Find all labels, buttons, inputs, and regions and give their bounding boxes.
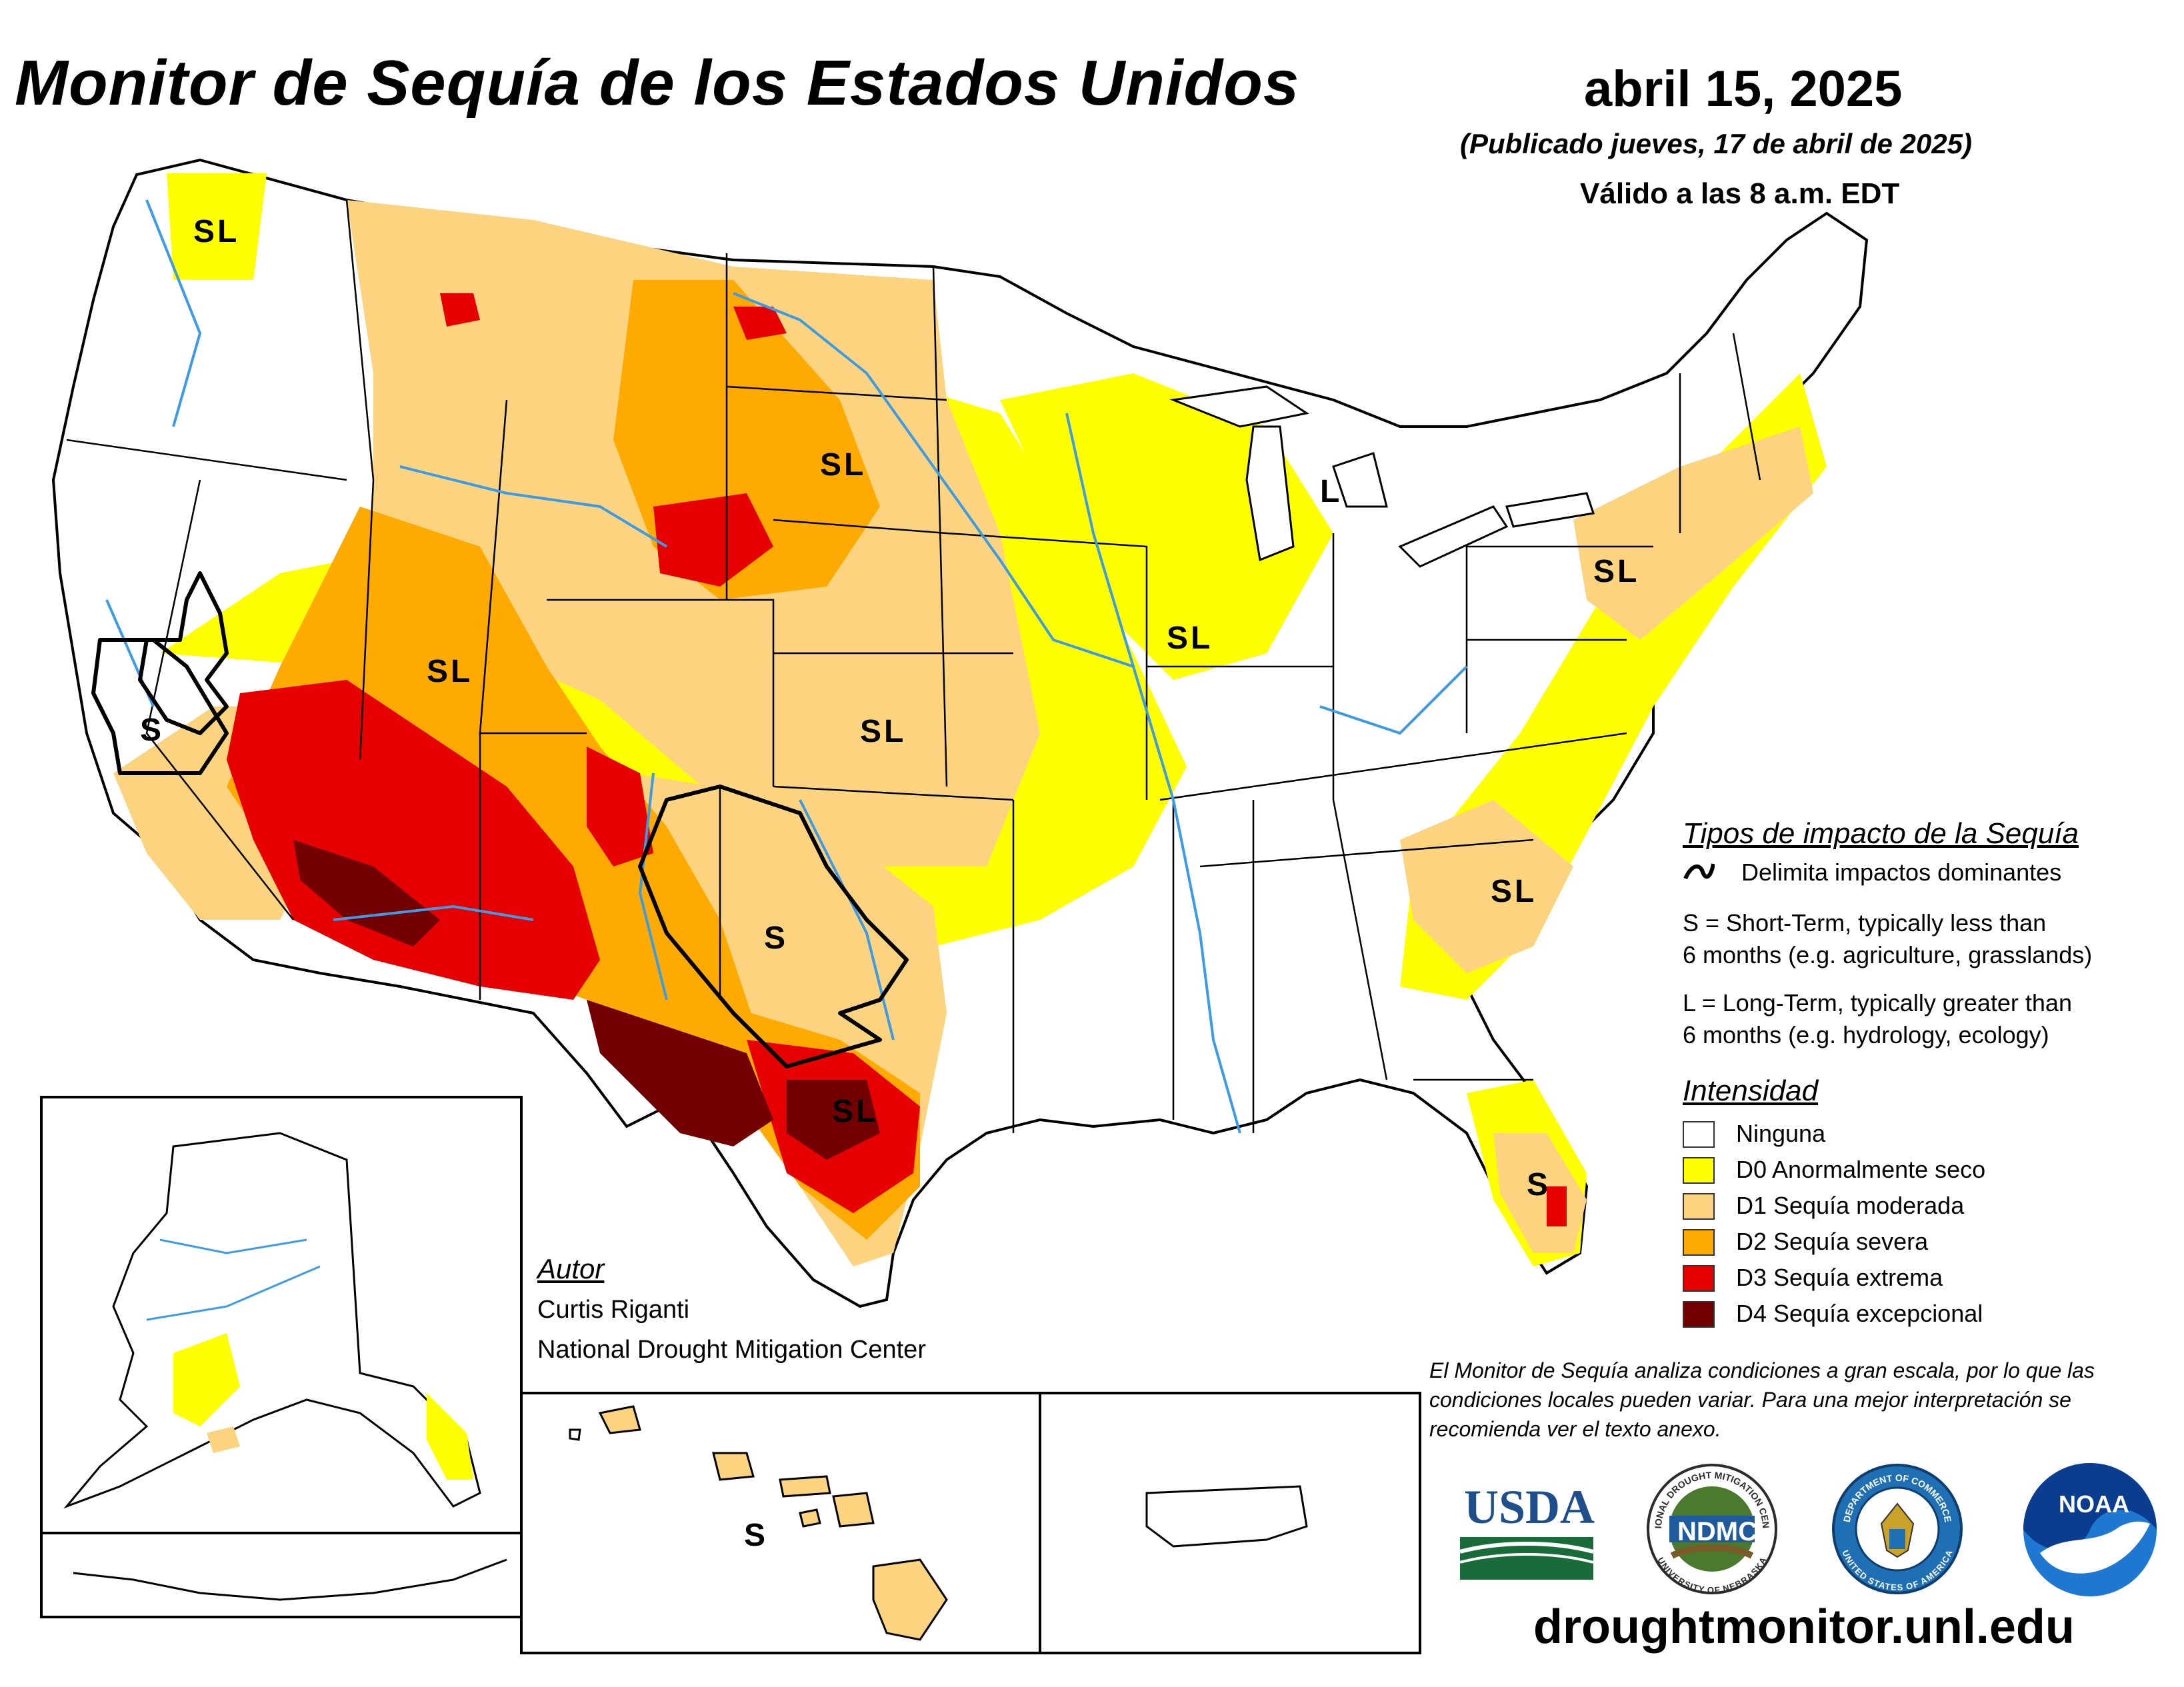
long-term-line2: 6 months (e.g. hydrology, ecology)	[1683, 1021, 2049, 1048]
d3-region-wyoming	[653, 493, 773, 587]
label-south-texas: SL	[832, 1094, 879, 1129]
valid-time: Válido a las 8 a.m. EDT	[1580, 177, 1900, 210]
long-term-line1: L = Long-Term, typically greater than	[1683, 989, 2072, 1016]
label-california: S	[140, 713, 165, 748]
website-link[interactable]: droughtmonitor.unl.edu	[1533, 1600, 2075, 1654]
noaa-logo-text: NOAA	[2059, 1490, 2129, 1518]
short-term-line2: 6 months (e.g. agriculture, grasslands)	[1683, 941, 2093, 968]
label-pacific-nw: SL	[193, 214, 240, 249]
d4-region-big-bend	[587, 1000, 773, 1146]
disclaimer-text: El Monitor de Sequía analiza condiciones…	[1429, 1358, 2095, 1441]
legend-label-d4: D4 Sequía excepcional	[1736, 1300, 1983, 1327]
ndmc-logo-text: NDMC	[1677, 1517, 1757, 1546]
label-kansas: SL	[860, 714, 907, 749]
label-northern-plains: SL	[820, 447, 867, 483]
author-name: Curtis Riganti	[537, 1296, 690, 1324]
d3-region-nm	[587, 747, 653, 866]
label-hawaii: S	[744, 1518, 769, 1553]
swatch-none	[1683, 1121, 1715, 1148]
commerce-seal-icon: DEPARTMENT OF COMMERCE UNITED STATES OF …	[1832, 1464, 1963, 1594]
alaska-d1	[207, 1426, 240, 1453]
commerce-logo[interactable]: DEPARTMENT OF COMMERCE UNITED STATES OF …	[1831, 1462, 1964, 1596]
noaa-bird-icon	[2023, 1463, 2157, 1596]
ndmc-logo[interactable]: NATIONAL DROUGHT MITIGATION CENTER UNIVE…	[1642, 1454, 1779, 1596]
d3-region-florida	[1547, 1186, 1567, 1226]
legend-label-d0: D0 Anormalmente seco	[1736, 1156, 1986, 1183]
label-florida: S	[1527, 1167, 1551, 1202]
rivers	[105, 199, 1468, 1134]
impact-line-label: Delimita impactos dominantes	[1741, 858, 2062, 886]
label-pennsylvania: SL	[1593, 554, 1640, 589]
legend-label-d3: D3 Sequía extrema	[1736, 1264, 1943, 1291]
intensity-heading: Intensidad	[1683, 1074, 1819, 1107]
swatch-d2	[1683, 1229, 1715, 1256]
great-lakes	[1169, 385, 1595, 568]
legend-label-d1: D1 Sequía moderada	[1736, 1192, 1965, 1219]
map-date: abril 15, 2025	[1584, 61, 1903, 117]
d4-region-south-texas	[787, 1080, 880, 1160]
published-date: (Publicado jueves, 17 de abril de 2025)	[1460, 128, 1972, 159]
usda-field-icon	[1460, 1537, 1593, 1580]
alaska-d0-southeast	[427, 1393, 473, 1480]
d4-region-arizona	[293, 840, 440, 946]
label-carolinas: SL	[1491, 874, 1537, 909]
d3-region-nd	[733, 307, 787, 340]
usda-logo-text: USDA	[1464, 1480, 1595, 1534]
d0-region-pnw	[167, 173, 267, 280]
author-org: National Drought Mitigation Center	[537, 1336, 926, 1364]
label-illinois: SL	[1167, 621, 1213, 656]
d3-region-idaho	[440, 293, 480, 327]
ndmc-seal-icon: NATIONAL DROUGHT MITIGATION CENTER UNIVE…	[1642, 1454, 1777, 1595]
d3-region-southwest	[227, 680, 600, 1000]
label-great-basin: SL	[427, 654, 473, 689]
swatch-d0	[1683, 1157, 1715, 1184]
author-heading: Autor	[537, 1253, 605, 1284]
label-michigan: L	[1320, 474, 1343, 509]
alaska-d0	[173, 1333, 240, 1426]
state-boundaries	[66, 199, 1761, 1133]
short-term-line1: S = Short-Term, typically less than	[1683, 909, 2047, 936]
d1-region-northeast	[1573, 427, 1813, 640]
d1-region-carolinas	[1400, 800, 1573, 973]
usda-logo[interactable]: USDA	[1460, 1480, 1595, 1580]
impact-types-heading: Tipos de impacto de la Sequía	[1683, 817, 2079, 850]
inset-frames	[40, 1096, 1421, 1654]
aleutian-islands	[73, 1558, 507, 1601]
alaska-rivers	[146, 1238, 321, 1321]
swatch-d4	[1683, 1301, 1715, 1328]
alaska-outline	[63, 1132, 481, 1509]
swatch-d3	[1683, 1265, 1715, 1292]
impact-line-icon	[1683, 863, 1715, 880]
puerto-rico-outline	[1145, 1485, 1308, 1548]
impact-boundaries	[91, 571, 909, 1068]
legend-label-none: Ninguna	[1736, 1120, 1826, 1147]
label-new-mexico-texas: S	[764, 920, 789, 956]
legend-label-d2: D2 Sequía severa	[1736, 1228, 1929, 1255]
swatch-d1	[1683, 1193, 1715, 1220]
noaa-logo[interactable]: NOAA	[2020, 1460, 2160, 1600]
hawaii-islands	[569, 1405, 948, 1641]
page-title: Monitor de Sequía de los Estados Unidos	[15, 47, 1300, 119]
